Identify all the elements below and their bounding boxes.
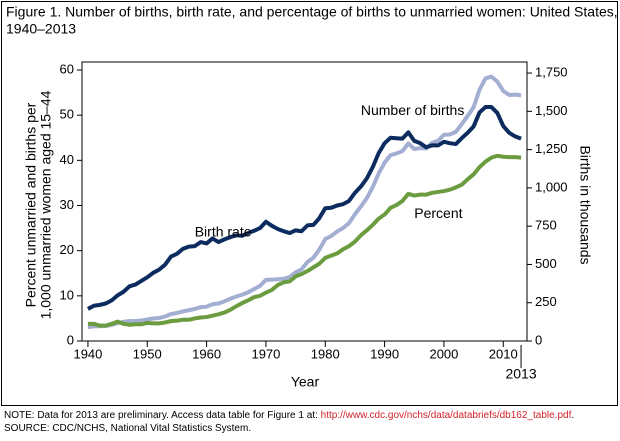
- frame: [1, 1, 618, 406]
- y-tick-label: 40: [60, 152, 74, 167]
- note-text: .: [571, 410, 575, 421]
- chart-title: Figure 1. Number of births, birth rate, …: [6, 4, 618, 20]
- chart: Figure 1. Number of births, birth rate, …: [1, 1, 618, 406]
- y-axis-title: 1,000 unmarried women aged 15–44: [38, 90, 54, 319]
- note: NOTE: Data for 2013 are preliminary. Acc…: [4, 409, 574, 422]
- annotation: Birth rate: [195, 223, 252, 239]
- y-axis-title: Percent unmarried and births per: [23, 102, 39, 307]
- note-link[interactable]: http://www.cdc.gov/nchs/data/databriefs/…: [320, 410, 572, 421]
- y2-tick-label: 500: [535, 256, 557, 271]
- source: SOURCE: CDC/NCHS, National Vital Statist…: [4, 423, 252, 434]
- y-tick-label: 60: [60, 61, 74, 76]
- x-tick-label: 1970: [251, 346, 280, 361]
- notes: NOTE: Data for 2013 are preliminary. Acc…: [4, 409, 574, 435]
- y2-tick-label: 1,750: [535, 64, 568, 79]
- annotation: Number of births: [361, 102, 464, 118]
- y2-axis-title: Births in thousands: [577, 145, 593, 264]
- x-tick-label: 2010: [489, 346, 518, 361]
- y2-tick-label: 1,000: [535, 179, 568, 194]
- series-line: [87, 74, 522, 330]
- note-text: NOTE: Data for 2013 are preliminary. Acc…: [4, 410, 321, 421]
- series-line: [87, 153, 522, 328]
- y2-tick-label: 750: [535, 218, 557, 233]
- y-tick-label: 0: [67, 332, 74, 347]
- x-tick-label: 1980: [311, 346, 340, 361]
- annotation: Percent: [414, 205, 462, 221]
- x-axis-title: Year: [291, 374, 320, 390]
- y-tick-label: 50: [60, 107, 74, 122]
- y-tick-label: 10: [60, 287, 74, 302]
- y-tick-label: 20: [60, 242, 74, 257]
- chart-title: 1940–2013: [6, 21, 76, 37]
- x-tick-label: 1940: [73, 346, 102, 361]
- x-tick-label: 1990: [370, 346, 399, 361]
- x-tick-label: 1950: [133, 346, 162, 361]
- y-tick-label: 30: [60, 197, 74, 212]
- y2-tick-label: 250: [535, 294, 557, 309]
- y2-tick-label: 1,250: [535, 141, 568, 156]
- y2-tick-label: 1,500: [535, 103, 568, 118]
- plot-frame: [81, 61, 528, 342]
- x-tick-label: 2000: [429, 346, 458, 361]
- series-line: [86, 105, 522, 311]
- y2-tick-label: 0: [535, 332, 542, 347]
- annotation: 2013: [505, 366, 536, 382]
- x-tick-label: 1960: [192, 346, 221, 361]
